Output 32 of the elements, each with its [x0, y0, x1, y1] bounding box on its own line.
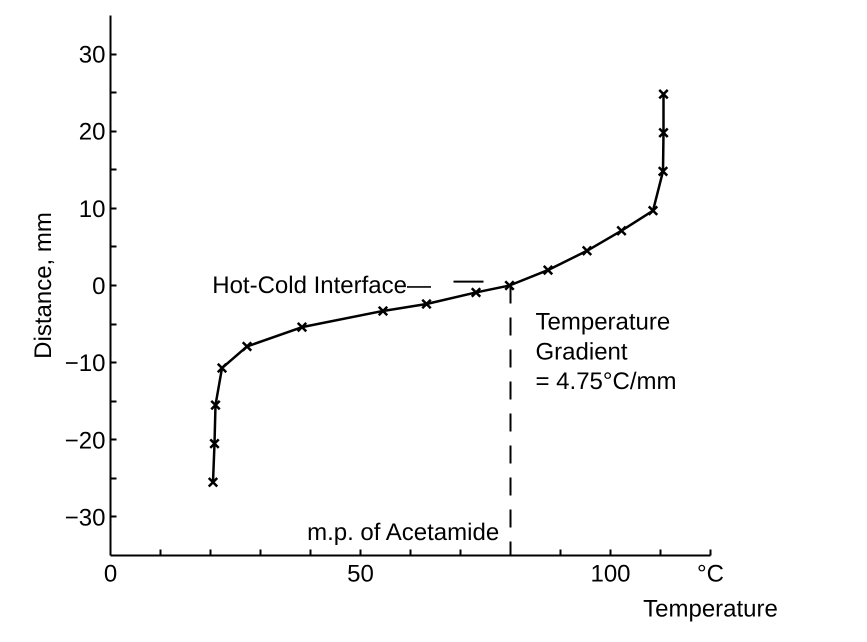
point [470, 286, 482, 298]
ref-line-label: m.p. of Acetamide [307, 518, 500, 546]
y-tick-label: 20 [78, 118, 106, 146]
point [542, 264, 554, 276]
point [208, 476, 218, 488]
annotation: Temperature Gradient = 4.75°C/mm [536, 308, 676, 396]
y-tick-label: 0 [92, 273, 106, 300]
point [216, 362, 228, 374]
y-tick-label: −10 [64, 350, 106, 378]
point [616, 225, 627, 236]
point [504, 280, 515, 291]
x-tick-label: 100 [590, 560, 631, 588]
point [296, 322, 308, 333]
point [378, 305, 388, 316]
annotation: Hot-Cold Interface— [212, 272, 432, 299]
point [210, 400, 221, 411]
y-axis-title: Distance, mm [30, 212, 57, 359]
y-tick-label: 30 [78, 42, 106, 69]
y-tick-label: −20 [64, 427, 106, 454]
y-tick-label: 10 [78, 196, 106, 223]
point [209, 438, 220, 450]
point [582, 245, 592, 256]
point [658, 166, 668, 177]
point [658, 88, 669, 100]
x-tick-label: °C [697, 560, 724, 588]
y-tick-label: −30 [64, 504, 106, 532]
x-axis-title: Temperature [643, 596, 778, 622]
point [648, 205, 658, 216]
point [242, 340, 252, 352]
point [658, 127, 669, 138]
point [421, 298, 432, 310]
x-tick-label: 50 [347, 560, 374, 588]
